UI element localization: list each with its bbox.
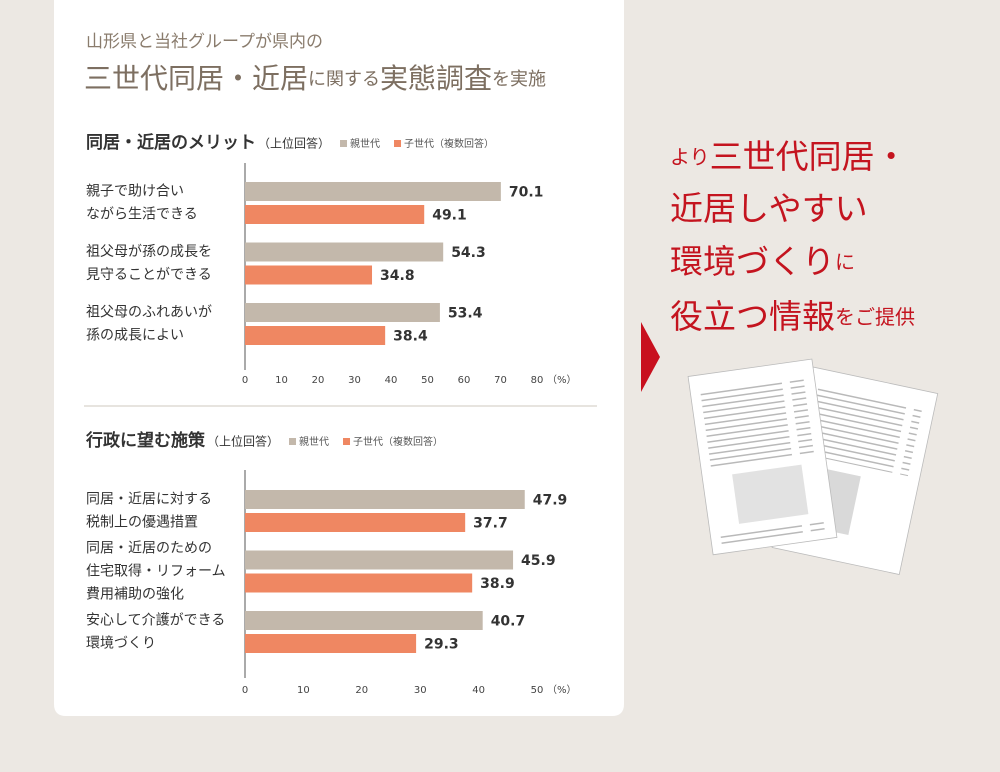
x-tick-label: 80 bbox=[531, 375, 544, 386]
legend-label: 親世代 bbox=[350, 137, 380, 150]
x-unit: （%） bbox=[547, 684, 577, 696]
bar bbox=[245, 550, 514, 570]
category-label: 同居・近居に対する bbox=[86, 492, 212, 508]
legend-swatch bbox=[343, 438, 351, 445]
category-label: 孫の成長によい bbox=[86, 328, 184, 344]
header-part: に関する bbox=[308, 69, 380, 90]
category-label: 見守ることができる bbox=[86, 267, 212, 283]
bar bbox=[245, 326, 386, 345]
chart-subtitle: （上位回答） bbox=[258, 136, 330, 151]
value-label: 40.7 bbox=[491, 614, 526, 630]
bar bbox=[245, 611, 483, 630]
value-label: 34.8 bbox=[380, 268, 415, 284]
card bbox=[54, 0, 624, 716]
arrow bbox=[641, 322, 660, 392]
value-label: 70.1 bbox=[509, 185, 544, 201]
header-line2: 三世代同居・近居に関する実態調査を実施 bbox=[84, 62, 546, 95]
value-label: 45.9 bbox=[521, 553, 556, 569]
bar bbox=[245, 303, 440, 322]
category-label: 環境づくり bbox=[86, 636, 156, 652]
x-tick-label: 20 bbox=[355, 685, 368, 696]
value-label: 53.4 bbox=[448, 306, 483, 322]
x-tick-label: 60 bbox=[458, 375, 471, 386]
category-label: 同居・近居のための bbox=[86, 541, 212, 557]
x-tick-label: 40 bbox=[472, 685, 485, 696]
promo-part: 環境づくり bbox=[670, 242, 835, 281]
legend-swatch bbox=[340, 140, 348, 147]
bar bbox=[245, 490, 525, 509]
bar bbox=[245, 573, 473, 593]
promo-part: をご提供 bbox=[835, 305, 915, 329]
header-part: を実施 bbox=[492, 69, 546, 90]
x-tick-label: 40 bbox=[385, 375, 398, 386]
legend-label: 親世代 bbox=[299, 435, 329, 448]
promo-part: 役立つ情報 bbox=[670, 297, 835, 336]
chart-title: 同居・近居のメリット bbox=[86, 132, 256, 153]
x-unit: （%） bbox=[547, 374, 577, 386]
value-label: 38.4 bbox=[393, 329, 428, 345]
x-tick-label: 70 bbox=[494, 375, 507, 386]
value-label: 38.9 bbox=[480, 576, 515, 592]
promo-line: 役立つ情報をご提供 bbox=[670, 297, 915, 336]
category-label: 親子で助け合い bbox=[86, 184, 184, 200]
x-tick-label: 30 bbox=[414, 685, 427, 696]
chart-title: 行政に望む施策 bbox=[85, 430, 206, 451]
x-tick-label: 30 bbox=[348, 375, 361, 386]
promo-part: に bbox=[835, 250, 855, 274]
x-tick-label: 10 bbox=[297, 685, 310, 696]
promo-line: 環境づくりに bbox=[670, 242, 855, 281]
category-label: 税制上の優遇措置 bbox=[86, 515, 198, 531]
promo-line: 近居しやすい bbox=[670, 189, 868, 228]
bar bbox=[245, 205, 425, 224]
bar bbox=[245, 634, 417, 653]
x-tick-label: 20 bbox=[312, 375, 325, 386]
legend-label: 子世代（複数回答） bbox=[353, 435, 443, 448]
promo-line: より三世代同居・ bbox=[670, 137, 908, 176]
document-front bbox=[687, 358, 838, 556]
header-part: 実態調査 bbox=[380, 62, 492, 95]
legend-label: 子世代（複数回答） bbox=[404, 137, 494, 150]
bar bbox=[245, 513, 466, 532]
category-label: ながら生活できる bbox=[86, 207, 198, 223]
legend-swatch bbox=[394, 140, 402, 147]
value-label: 54.3 bbox=[451, 245, 486, 261]
category-label: 費用補助の強化 bbox=[86, 587, 184, 603]
promo-part: より bbox=[670, 145, 710, 169]
promo-part: 三世代同居・ bbox=[710, 137, 908, 176]
category-label: 祖父母のふれあいが bbox=[86, 305, 212, 321]
x-tick-label: 10 bbox=[275, 375, 288, 386]
chart-subtitle: （上位回答） bbox=[207, 434, 279, 449]
value-label: 37.7 bbox=[473, 516, 508, 532]
category-label: 安心して介護ができる bbox=[86, 613, 225, 629]
promo-part: 近居しやすい bbox=[670, 189, 868, 228]
x-tick-label: 50 bbox=[531, 685, 544, 696]
value-label: 29.3 bbox=[424, 637, 459, 653]
bar bbox=[245, 242, 444, 262]
category-label: 祖父母が孫の成長を bbox=[86, 244, 212, 260]
x-tick-label: 0 bbox=[242, 375, 248, 386]
bar bbox=[245, 265, 373, 285]
header-part: 三世代同居・近居 bbox=[84, 62, 308, 95]
value-label: 49.1 bbox=[432, 208, 467, 224]
x-tick-label: 0 bbox=[242, 685, 248, 696]
legend-swatch bbox=[289, 438, 297, 445]
value-label: 47.9 bbox=[533, 493, 568, 509]
header-line1: 山形県と当社グループが県内の bbox=[86, 32, 323, 52]
category-label: 住宅取得・リフォーム bbox=[86, 563, 226, 580]
bar bbox=[245, 182, 501, 201]
x-tick-label: 50 bbox=[421, 375, 434, 386]
